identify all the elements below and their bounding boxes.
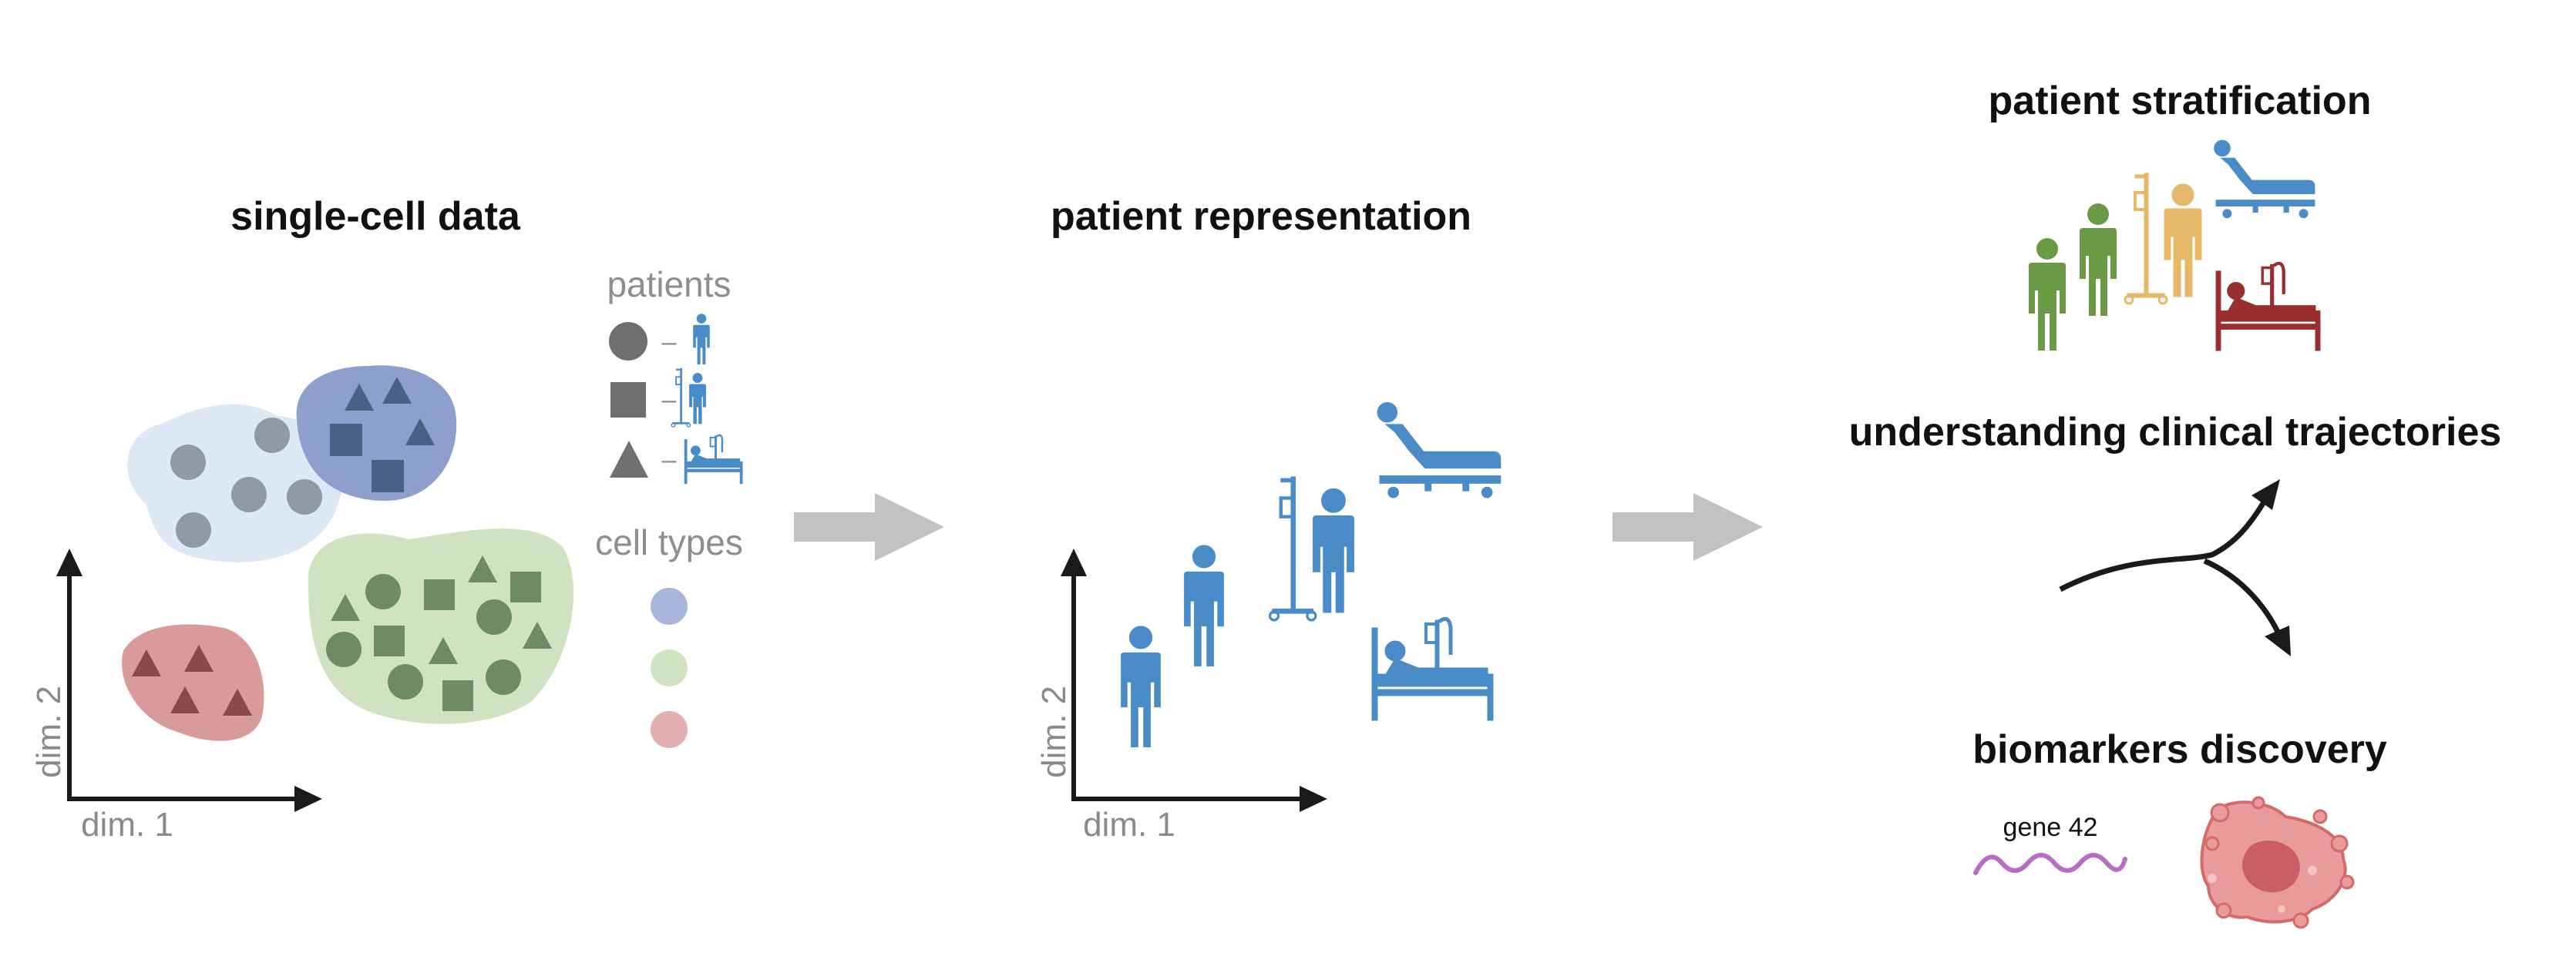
cell-marker [365,574,401,609]
cell-marker [176,512,211,548]
person-icon [2080,203,2117,316]
patient-representation-title: patient representation [1051,194,1471,239]
single-cell-y-axis-label: dim. 2 [30,686,68,778]
cell-marker [287,479,322,515]
legend-dash: – [662,385,677,414]
square-marker-icon [610,382,646,418]
cell-types-legend [651,588,688,748]
circle-marker-icon [609,322,647,361]
patients-legend: – – – [609,314,744,485]
cell-marker [330,424,362,456]
iv-patient-icon [1270,477,1354,620]
single-cell-data-title: single-cell data [230,194,521,239]
red-cluster [122,624,264,741]
cell-marker [326,632,362,667]
stretcher-icon [1377,402,1502,498]
legend-patients-title: patients [607,264,731,304]
cell-marker [231,477,267,512]
legend-cell-types-title: cell types [595,522,743,562]
single-cell-x-axis-label: dim. 1 [81,806,173,844]
light-blue-cluster-cells [170,418,322,548]
clinical-trajectories-title: understanding clinical trajectories [1849,410,2502,455]
iv-patient-icon [2124,172,2203,305]
hospital-bed-icon [683,434,744,485]
red-cell-type-swatch [651,711,688,748]
patient-embeddings [1121,402,1502,747]
person-icon [693,314,710,364]
stratification-patients [2029,139,2320,351]
green-cell-type-swatch [651,649,688,686]
arrow-1-icon [794,493,944,561]
iv-patient-icon [671,367,707,428]
cell-marker [374,626,405,656]
biomarkers-discovery-title: biomarkers discovery [1972,727,2387,772]
arrow-2-icon [1613,493,1763,561]
person-icon [1121,626,1161,747]
cell-marker [424,579,455,610]
person-icon [2029,238,2066,351]
hospital-bed-icon [1372,619,1493,720]
person-icon [1184,545,1224,666]
blue-cell-type-swatch [651,588,688,625]
stretcher-icon [2214,139,2315,219]
patient-stratification-title: patient stratification [1989,79,2372,123]
dna-wave-icon [1973,853,2127,875]
gene-label: gene 42 [2003,813,2098,842]
cell-marker [442,680,473,711]
triangle-marker-icon [610,441,648,478]
legend-dash: – [662,327,677,357]
cell-marker [510,572,541,602]
legend-dash: – [662,445,677,475]
single-cell-axes [56,549,322,812]
cell-marker [372,460,404,492]
tumor-cell-icon [2200,796,2355,929]
representation-axes [1061,549,1327,812]
cell-marker [486,659,521,695]
cell-marker [254,418,290,453]
cell-marker [476,599,512,635]
cell-marker [170,445,206,480]
hospital-bed-icon [2216,263,2320,351]
representation-x-axis-label: dim. 1 [1083,806,1175,844]
blue-cluster [296,365,457,501]
green-cluster-cells [326,555,552,711]
cell-marker [388,664,423,700]
representation-y-axis-label: dim. 2 [1035,686,1073,778]
trajectory-split-icon [2059,479,2291,656]
blue-cluster-cells [330,377,435,492]
green-cluster [308,528,574,724]
